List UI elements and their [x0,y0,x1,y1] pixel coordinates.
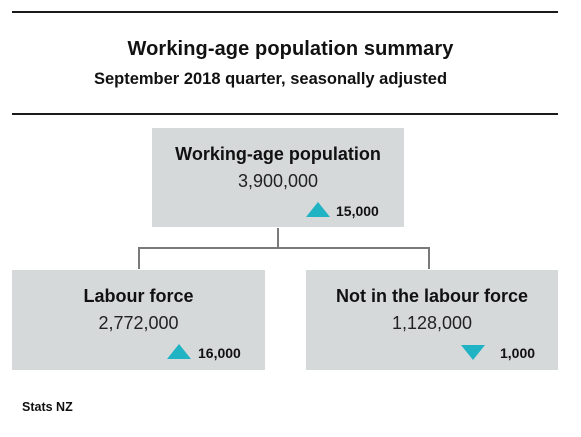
page-title: Working-age population summary [127,38,454,60]
node-value: 1,128,000 [391,313,473,333]
node-label: Labour force [83,286,194,306]
node-working-age-population: Working-age population 3,900,000 15,000 [152,128,404,227]
node-value: 2,772,000 [98,313,179,333]
node-change: 15,000 [336,203,379,219]
connector-stem [277,228,279,248]
connector-right-drop [428,247,430,269]
node-label: Not in the labour force [335,286,528,306]
connector-horizontal [138,247,430,249]
node-change: 1,000 [500,345,536,361]
node-value: 3,900,000 [237,171,319,191]
header-divider [12,113,558,115]
source-credit: Stats NZ [22,400,73,414]
increase-arrow-icon [306,202,330,217]
connector-left-drop [138,247,140,269]
page-subtitle: September 2018 quarter, seasonally adjus… [93,70,448,88]
node-labour-force: Labour force 2,772,000 16,000 [12,270,265,370]
top-rule [12,11,558,13]
node-change: 16,000 [198,345,241,361]
node-label: Working-age population [175,144,381,164]
node-not-in-labour-force: Not in the labour force 1,128,000 1,000 [306,270,558,370]
decrease-arrow-icon [461,345,485,360]
increase-arrow-icon [167,344,191,359]
